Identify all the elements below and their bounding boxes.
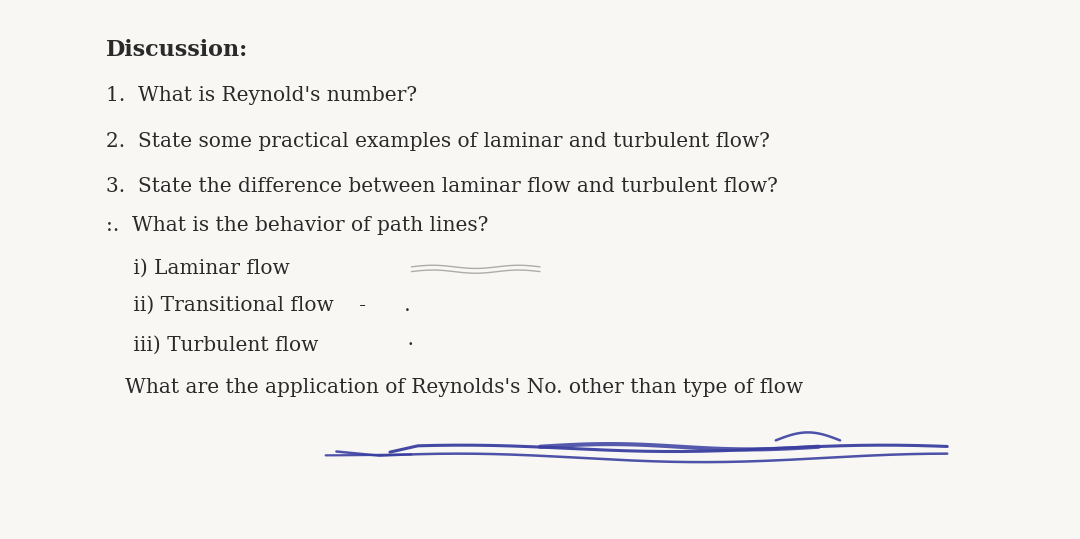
Text: iii) Turbulent flow              ·: iii) Turbulent flow · [127,336,415,355]
Text: 3.  State the difference between laminar flow and turbulent flow?: 3. State the difference between laminar … [106,177,778,196]
Text: 1.  What is Reynold's number?: 1. What is Reynold's number? [106,86,417,106]
Text: 2.  State some practical examples of laminar and turbulent flow?: 2. State some practical examples of lami… [106,132,770,150]
Text: :.  What is the behavior of path lines?: :. What is the behavior of path lines? [106,217,488,236]
Text: i) Laminar flow: i) Laminar flow [127,259,291,278]
Text: What are the application of Reynolds's No. other than type of flow: What are the application of Reynolds's N… [106,378,804,397]
Text: ii) Transitional flow    -      .: ii) Transitional flow - . [127,296,411,315]
Text: Discussion:: Discussion: [106,39,248,61]
